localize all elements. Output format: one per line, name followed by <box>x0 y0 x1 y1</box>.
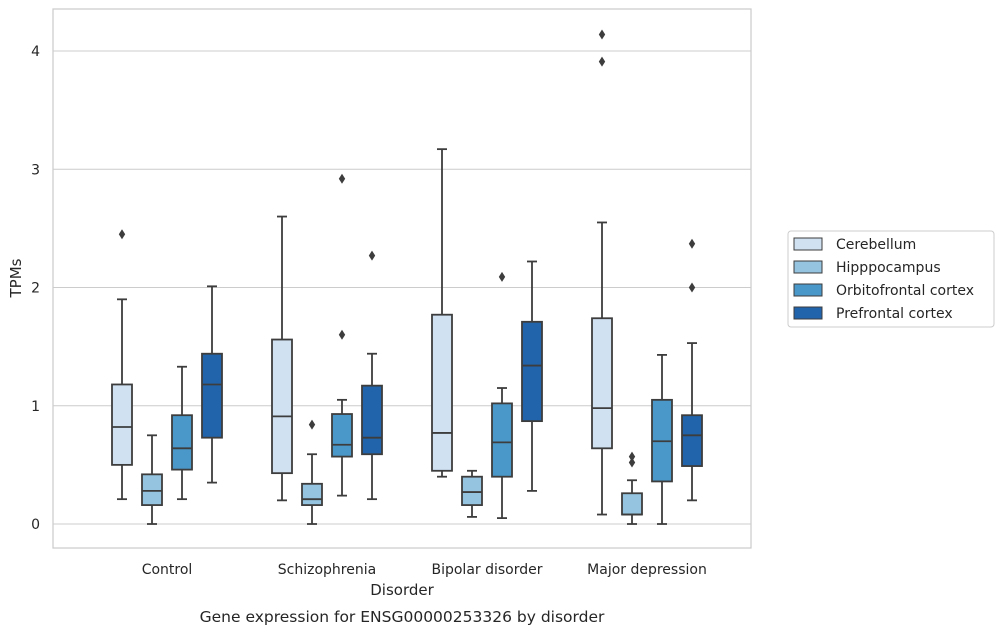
outlier-point <box>628 457 636 468</box>
box-2-2 <box>491 271 513 519</box>
box-3-1 <box>361 250 383 501</box>
box-1-2 <box>461 469 483 518</box>
box-body <box>111 383 133 466</box>
box-3-0 <box>201 285 223 484</box>
x-tick-label-1: Schizophrenia <box>278 562 376 578</box>
outlier-point <box>688 238 696 249</box>
box-body <box>361 384 383 456</box>
box-body <box>171 414 193 471</box>
x-axis: Control Schizophrenia Bipolar disorder Majo… <box>142 562 707 578</box>
legend-swatch-1 <box>793 260 823 274</box>
box-0-3 <box>591 29 613 516</box>
outlier-point <box>628 451 636 462</box>
chart-caption: Gene expression for ENSG00000253326 by d… <box>200 608 605 626</box>
legend-frame <box>787 230 995 328</box>
outlier-point <box>368 250 376 261</box>
legend-label-2: Orbitofrontal cortex <box>836 283 974 299</box>
box-body <box>681 414 703 467</box>
legend-label-0: Cerebellum <box>836 237 916 253</box>
legend-swatch-2 <box>793 283 823 297</box>
box-1-0 <box>141 434 163 525</box>
box-body <box>431 313 453 472</box>
outlier-point <box>598 56 606 67</box>
box-0-2 <box>431 148 453 478</box>
box-body <box>621 492 643 516</box>
y-axis: 0 1 2 3 4 <box>31 44 40 533</box>
x-tick-label-0: Control <box>142 562 193 578</box>
y-tick-label-4: 4 <box>31 44 40 60</box>
box-0-0 <box>111 229 133 501</box>
box-body <box>491 402 513 478</box>
box-3-3 <box>681 238 703 502</box>
box-body <box>271 338 293 475</box>
box-body <box>201 352 223 439</box>
outlier-point <box>308 419 316 430</box>
plot-area <box>52 8 752 549</box>
box-body <box>521 320 543 423</box>
boxes-layer <box>111 29 703 525</box>
outlier-point <box>598 29 606 40</box>
outlier-point <box>338 329 346 340</box>
x-axis-label: Disorder <box>370 581 434 599</box>
box-body <box>461 475 483 506</box>
legend: Cerebellum Hipppocampus Orbitofrontal cort… <box>787 230 995 328</box>
box-1-3 <box>621 451 643 525</box>
y-tick-label-0: 0 <box>31 517 40 533</box>
box-3-2 <box>521 260 543 492</box>
box-1-1 <box>301 419 323 525</box>
y-tick-label-3: 3 <box>31 162 40 178</box>
x-tick-label-3: Major depression <box>587 562 707 578</box>
outlier-point <box>688 282 696 293</box>
outlier-point <box>498 271 506 282</box>
y-tick-label-2: 2 <box>31 281 40 297</box>
outlier-point <box>118 229 126 240</box>
box-2-1 <box>331 173 353 497</box>
legend-swatch-3 <box>793 306 823 320</box>
y-axis-label: TPMs <box>7 258 25 298</box>
box-0-1 <box>271 215 293 502</box>
outlier-point <box>338 173 346 184</box>
box-body <box>301 482 323 506</box>
legend-swatch-0 <box>793 237 823 251</box>
y-tick-label-1: 1 <box>31 399 40 415</box>
box-body <box>331 413 353 458</box>
box-2-3 <box>651 354 673 525</box>
legend-label-3: Prefrontal cortex <box>836 306 953 322</box>
box-body <box>591 317 613 450</box>
legend-label-1: Hipppocampus <box>836 260 941 276</box>
x-tick-label-2: Bipolar disorder <box>431 562 542 578</box>
box-body <box>141 473 163 506</box>
box-2-0 <box>171 365 193 501</box>
